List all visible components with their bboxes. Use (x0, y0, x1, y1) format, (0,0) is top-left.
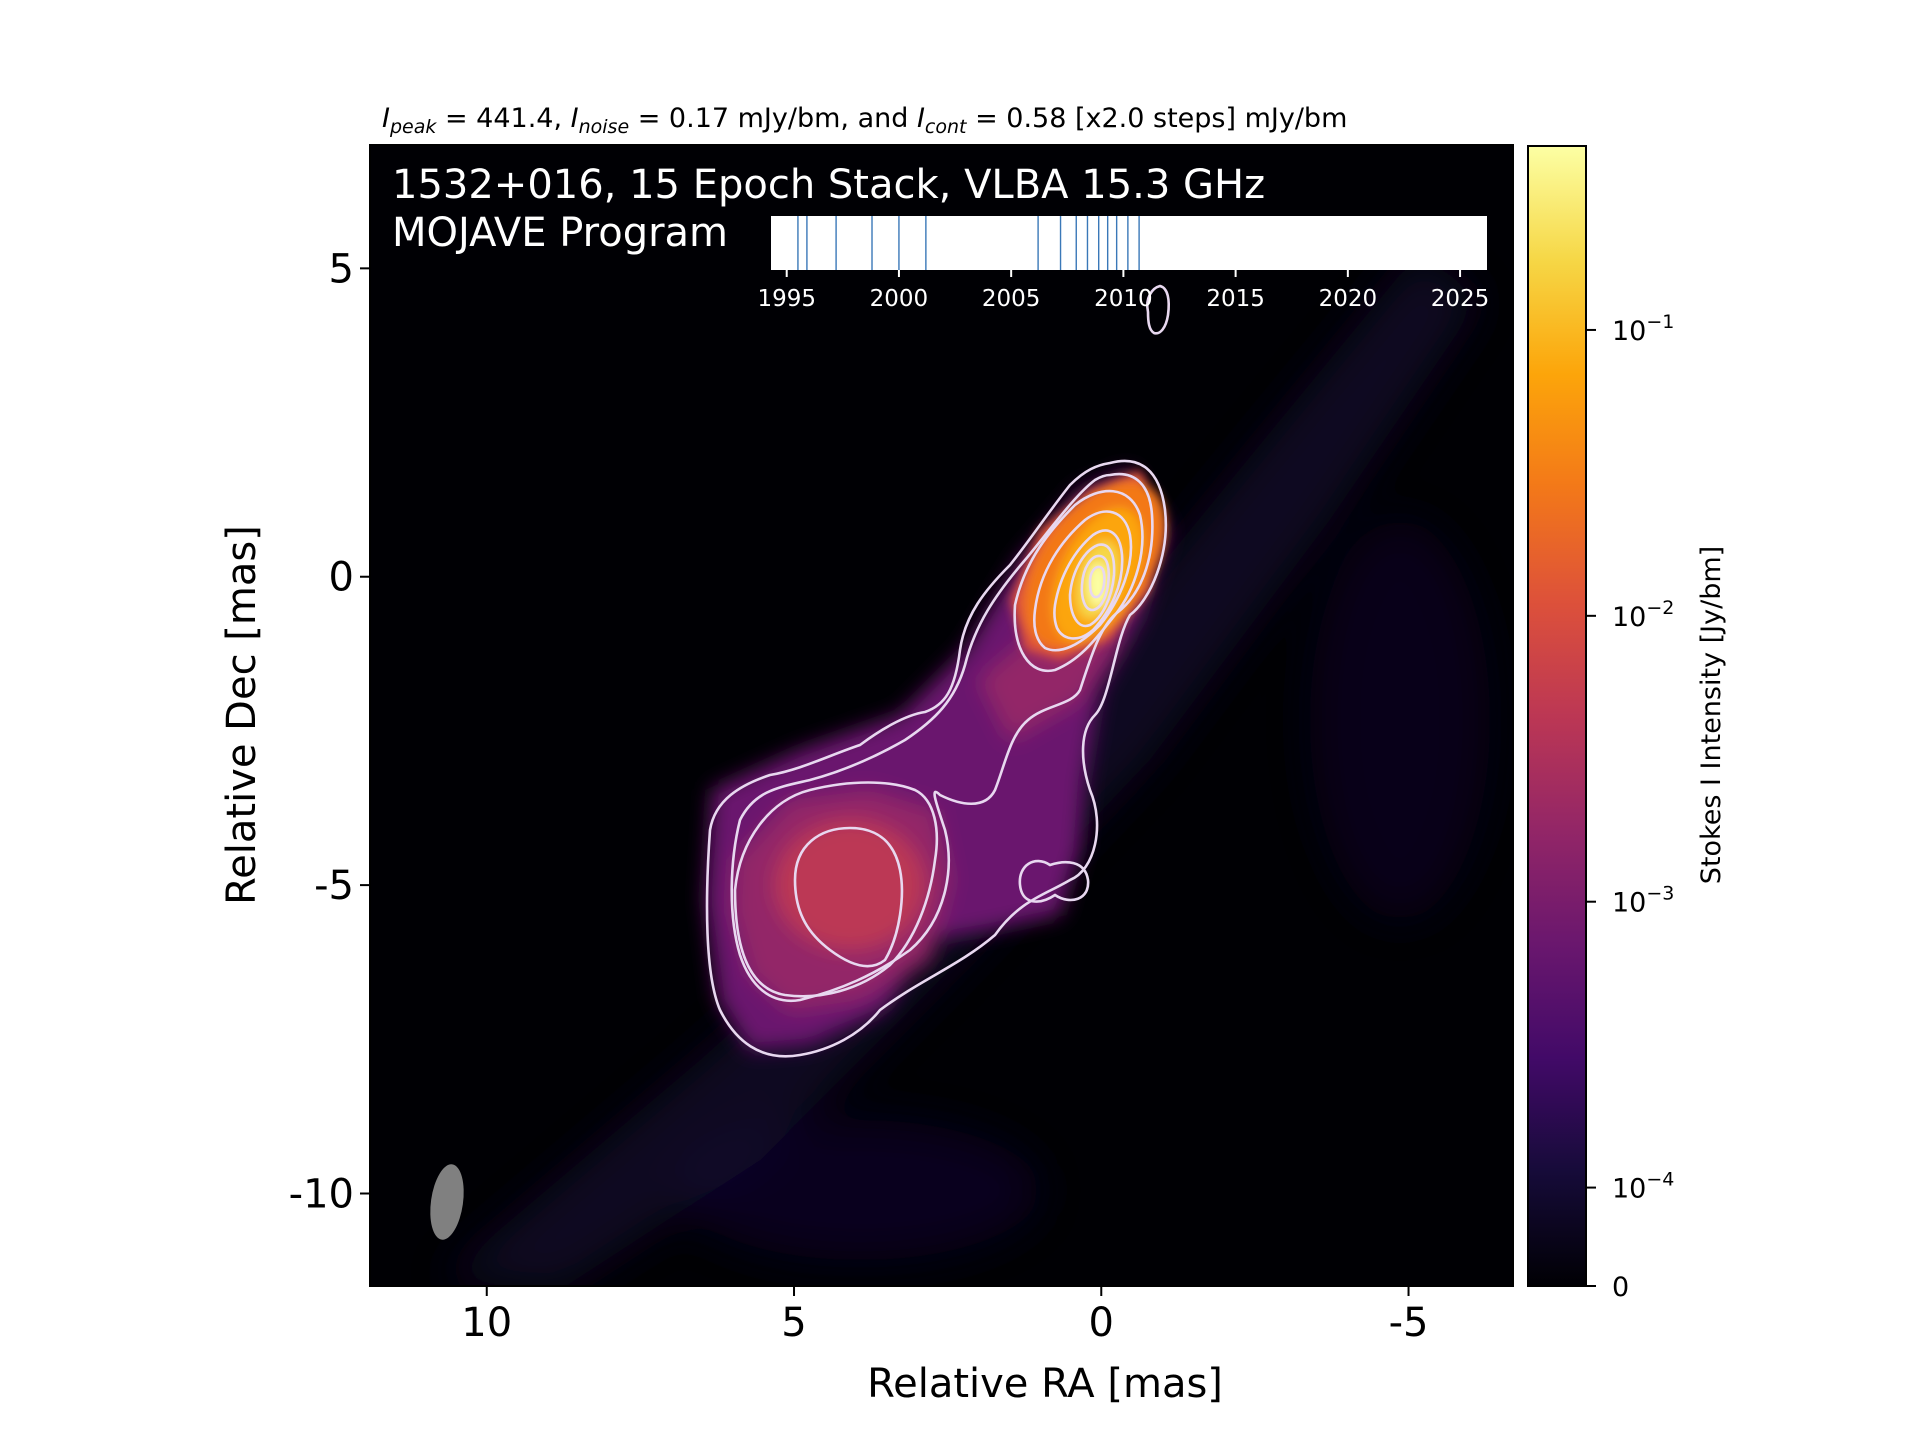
contour-blob-north (1146, 284, 1171, 335)
contour-level-6 (1033, 510, 1133, 652)
colorbar-tick-label: 10−2 (1612, 597, 1674, 633)
colorbar-tick-label: 10−3 (1612, 883, 1674, 919)
y-tick-label: -10 (289, 1171, 354, 1217)
epoch-tick-label: 2025 (1431, 286, 1490, 312)
y-tick-label: -5 (314, 863, 354, 909)
x-axis-label: Relative RA [mas] (867, 1361, 1223, 1407)
colorbar: 10−1 10−2 10−3 10−4 0 Stokes I Intensity [Jy… (1527, 145, 1727, 1303)
x-tick-label: 10 (461, 1300, 512, 1346)
colorbar-tick-label: 10−4 (1612, 1169, 1674, 1205)
program-title: MOJAVE Program (392, 210, 728, 256)
contour-level-9 (1080, 554, 1111, 612)
contour-level-10 (1088, 565, 1106, 599)
contour-level-1 (705, 459, 1168, 1058)
contours (705, 284, 1171, 1058)
epoch-tick-label: 2015 (1206, 286, 1265, 312)
epoch-tick-label: 1995 (757, 286, 816, 312)
header-text: Ipeak = 441.4, Inoise = 0.17 mJy/bm, and… (382, 103, 1347, 138)
beam-ellipse (430, 1164, 464, 1240)
colorbar-label: Stokes I Intensity [Jy/bm] (1696, 546, 1727, 884)
y-axis: 5 0 -5 -10 (289, 246, 370, 1217)
y-tick-label: 5 (329, 246, 354, 292)
contour-blob-b (1018, 859, 1090, 903)
x-tick-label: 0 (1089, 1300, 1114, 1346)
plot-frame (369, 144, 1514, 1287)
x-tick-label: 5 (781, 1300, 806, 1346)
epoch-tick-label: 2000 (870, 286, 929, 312)
epoch-tick-label: 2005 (982, 286, 1041, 312)
y-axis-label: Relative Dec [mas] (219, 525, 265, 905)
contour-level-5 (1013, 489, 1144, 673)
contour-level-4 (793, 826, 904, 968)
epoch-tick-label: 2020 (1319, 286, 1378, 312)
contour-level-3 (733, 781, 939, 998)
contour-level-8 (1068, 543, 1116, 628)
epoch-tick-label: 2010 (1094, 286, 1153, 312)
y-tick-label: 0 (329, 555, 354, 601)
source-title: 1532+016, 15 Epoch Stack, VLBA 15.3 GHz (392, 162, 1265, 208)
contour-level-7 (1053, 529, 1124, 640)
x-axis: 10 5 0 -5 (461, 1286, 1428, 1346)
colorbar-tick-label: 10−1 (1612, 311, 1674, 347)
x-tick-label: -5 (1389, 1300, 1429, 1346)
epoch-timeline: 1995 2000 2005 2010 2015 2020 2025 (757, 216, 1489, 312)
image-area: 1532+016, 15 Epoch Stack, VLBA 15.3 GHz … (370, 145, 1513, 1286)
colorbar-tick-label: 0 (1612, 1272, 1629, 1303)
